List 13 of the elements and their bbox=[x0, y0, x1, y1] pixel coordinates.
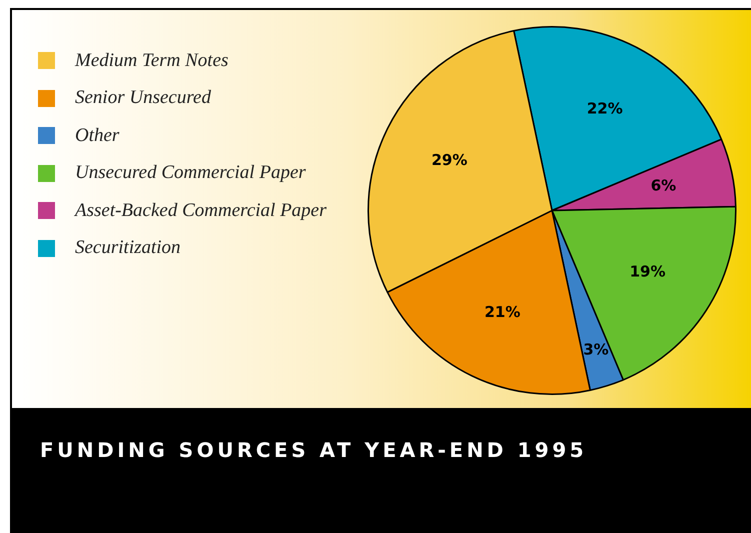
data-label: 29% bbox=[431, 150, 468, 169]
legend-label: Asset-Backed Commercial Paper bbox=[75, 200, 326, 222]
data-label: 6% bbox=[650, 176, 676, 195]
legend-label: Other bbox=[75, 124, 120, 147]
legend-label: Unsecured Commercial Paper bbox=[75, 162, 306, 184]
data-label: 22% bbox=[586, 99, 623, 118]
legend-label: Senior Unsecured bbox=[75, 87, 211, 110]
legend-label: Securitization bbox=[75, 237, 181, 260]
data-label: 3% bbox=[583, 340, 609, 359]
data-label: 21% bbox=[484, 302, 520, 321]
data-label: 19% bbox=[630, 262, 666, 280]
legend-label: Medium Term Notes bbox=[75, 50, 228, 72]
text: FUNDING SOURCES AT YEAR-END 1995 bbox=[40, 438, 588, 462]
